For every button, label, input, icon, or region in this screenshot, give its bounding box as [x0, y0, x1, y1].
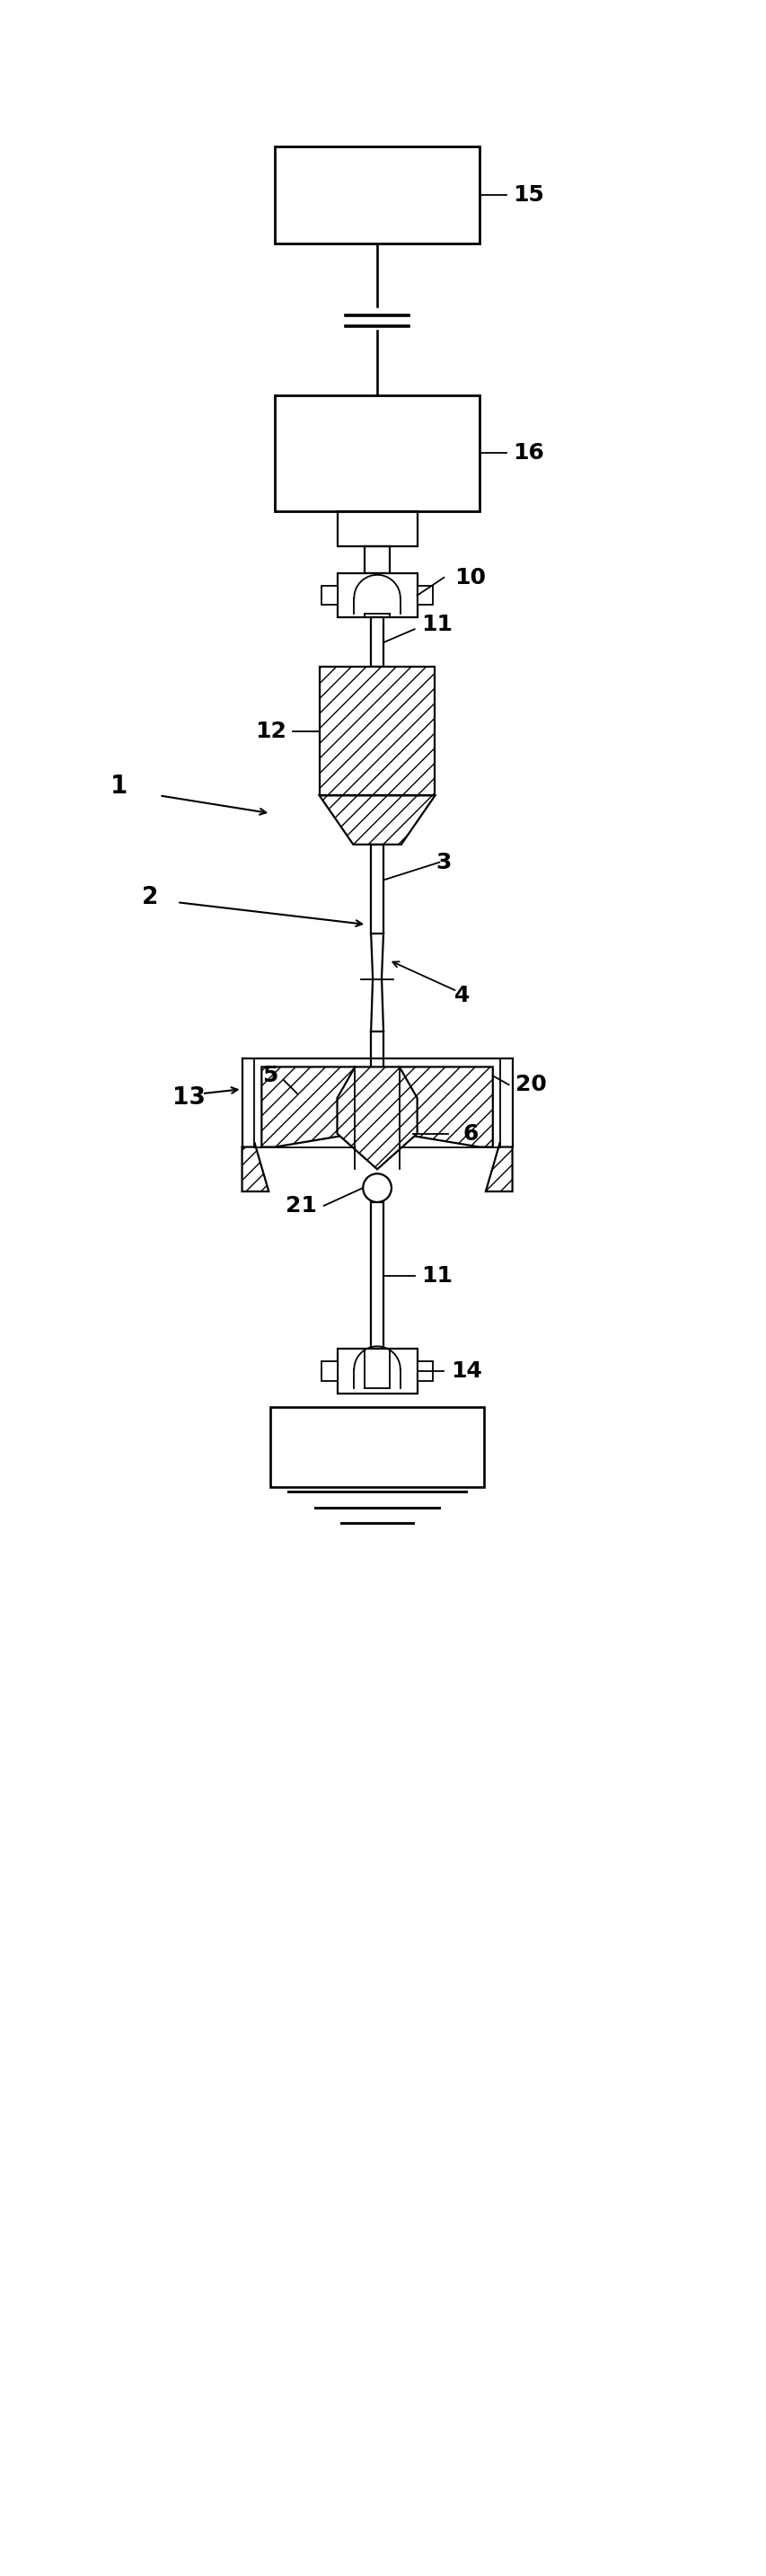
- Text: 12: 12: [254, 721, 286, 742]
- Text: 10: 10: [454, 567, 486, 587]
- Bar: [337, 1350, 417, 1394]
- Polygon shape: [337, 1066, 417, 1170]
- Polygon shape: [261, 1066, 355, 1146]
- Text: 20: 20: [515, 1074, 546, 1095]
- Bar: [337, 572, 417, 618]
- Bar: [417, 585, 433, 605]
- Bar: [371, 1203, 383, 1350]
- Text: 4: 4: [453, 984, 469, 1007]
- Text: 1: 1: [110, 773, 128, 799]
- Polygon shape: [319, 796, 434, 845]
- Text: 13: 13: [172, 1087, 205, 1110]
- Bar: [321, 1360, 337, 1381]
- Polygon shape: [399, 1066, 493, 1146]
- Text: 3: 3: [436, 853, 451, 873]
- Text: 21: 21: [286, 1195, 317, 1216]
- Text: 2: 2: [142, 886, 159, 909]
- Polygon shape: [242, 1144, 268, 1193]
- Bar: [371, 618, 383, 667]
- Bar: [275, 394, 479, 510]
- Text: 6: 6: [462, 1123, 478, 1144]
- Bar: [337, 510, 417, 546]
- Text: 16: 16: [512, 443, 543, 464]
- Text: 11: 11: [421, 613, 452, 636]
- Bar: [270, 1406, 483, 1486]
- Bar: [319, 667, 434, 796]
- Bar: [417, 1360, 433, 1381]
- Bar: [275, 147, 479, 245]
- Text: 14: 14: [450, 1360, 481, 1381]
- Polygon shape: [485, 1144, 512, 1193]
- Bar: [321, 585, 337, 605]
- Text: 5: 5: [263, 1064, 278, 1087]
- Circle shape: [362, 1175, 391, 1203]
- Text: 15: 15: [512, 183, 543, 206]
- Text: 11: 11: [421, 1265, 452, 1288]
